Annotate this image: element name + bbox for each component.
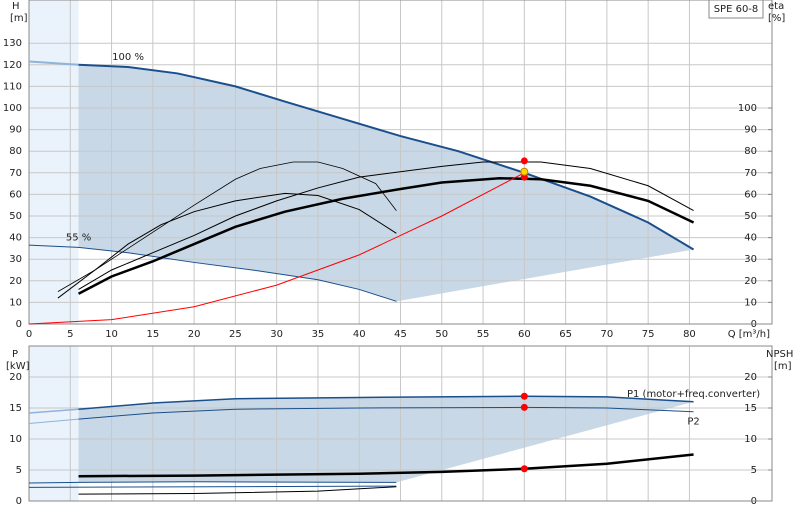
x-tick-label: 30: [270, 329, 283, 340]
y-tick-label: 60: [9, 189, 22, 200]
x-tick-label: 55: [477, 329, 490, 340]
y-tick-label: 20: [9, 372, 22, 383]
y2-tick-label: 5: [751, 465, 757, 476]
low-flow-strip: [29, 0, 79, 324]
y-tick-label: 90: [9, 125, 22, 136]
curve: [28, 408, 79, 414]
y-axis-label: H: [12, 1, 20, 12]
y2-tick-label: 20: [744, 276, 757, 287]
y2-tick-label: 10: [744, 434, 757, 445]
x-tick-label: 80: [683, 329, 696, 340]
series-label: P1 (motor+freq.converter): [627, 389, 760, 400]
y2-tick-label: 40: [744, 233, 757, 244]
y-tick-label: 130: [3, 38, 22, 49]
y-tick-label: 0: [16, 319, 22, 330]
y2-tick-label: 30: [744, 254, 757, 265]
curve: [77, 176, 695, 295]
y2-tick-label: 70: [744, 168, 757, 179]
x-tick-label: 40: [353, 329, 366, 340]
curve: [57, 192, 397, 299]
y-tick-label: 40: [9, 233, 22, 244]
curve: [78, 161, 694, 290]
curve: [57, 161, 397, 292]
series-label: P2: [687, 417, 699, 428]
y-axis-unit: [m]: [10, 13, 28, 24]
y2-tick-label: 80: [744, 146, 757, 157]
x-tick-label: 10: [105, 329, 118, 340]
x-tick-label: 45: [394, 329, 407, 340]
y2-tick-label: 10: [744, 297, 757, 308]
series-label: 55 %: [66, 232, 91, 243]
low-flow-strip: [29, 346, 79, 501]
y2-tick-label: 20: [744, 372, 757, 383]
curve: [28, 418, 79, 424]
x-tick-label: 65: [559, 329, 572, 340]
x-tick-label: 75: [642, 329, 655, 340]
curve: [78, 395, 694, 410]
series-label: 100 %: [112, 52, 144, 63]
y2-axis-unit: [m]: [774, 361, 792, 372]
plot-frame: [28, 0, 773, 325]
y-tick-label: 80: [9, 146, 22, 157]
y2-tick-label: 90: [744, 125, 757, 136]
x-tick-label: 0: [26, 329, 32, 340]
operating-area: [78, 64, 694, 302]
title-box: [708, 0, 764, 19]
curve: [78, 486, 397, 495]
x-tick-label: 60: [518, 329, 531, 340]
curve: [28, 172, 525, 325]
duty-point: [520, 392, 528, 400]
duty-point: [520, 173, 528, 181]
y-tick-label: 70: [9, 168, 22, 179]
curve: [28, 481, 397, 484]
y-tick-label: 5: [16, 465, 22, 476]
y-tick-label: 30: [9, 254, 22, 265]
x-tick-label: 25: [229, 329, 242, 340]
duty-point: [520, 403, 528, 411]
y2-axis-label: eta: [768, 1, 784, 12]
y-tick-label: 15: [9, 403, 22, 414]
plots: 0 5 10 15 20 25 30 35 40 45 50 55 60 65 70 75 8001020304…: [3, 0, 773, 507]
y-axis-label: P: [12, 349, 18, 360]
y2-tick-label: 60: [744, 189, 757, 200]
y-tick-label: 10: [9, 297, 22, 308]
duty-point: [520, 167, 529, 176]
x-tick-label: 20: [188, 329, 201, 340]
y2-tick-label: 50: [744, 211, 757, 222]
y2-axis-unit: [%]: [768, 13, 785, 24]
curve: [78, 406, 694, 420]
y-tick-label: 10: [9, 434, 22, 445]
duty-point: [520, 157, 528, 165]
y-tick-label: 0: [16, 496, 22, 507]
x-tick-label: 15: [146, 329, 159, 340]
y-tick-label: 120: [3, 60, 22, 71]
x-axis-label: Q [m³/h]: [728, 329, 770, 340]
x-tick-label: 70: [601, 329, 614, 340]
y-tick-label: 110: [3, 81, 22, 92]
y-tick-label: 100: [3, 103, 22, 114]
y-tick-label: 50: [9, 211, 22, 222]
y2-tick-label: 15: [744, 403, 757, 414]
curve: [78, 453, 694, 478]
x-tick-label: 35: [312, 329, 325, 340]
x-tick-label: 5: [67, 329, 73, 340]
y2-tick-label: 100: [738, 103, 757, 114]
y-axis-unit: [kW]: [6, 361, 30, 372]
x-tick-label: 50: [435, 329, 448, 340]
y2-axis-label: NPSH: [766, 349, 793, 360]
chart-title: SPE 60-8: [714, 4, 759, 15]
curve: [28, 60, 79, 66]
curve: [28, 244, 397, 302]
y-tick-label: 20: [9, 276, 22, 287]
duty-point: [520, 465, 528, 473]
curve: [78, 63, 695, 251]
curve: [28, 485, 397, 488]
